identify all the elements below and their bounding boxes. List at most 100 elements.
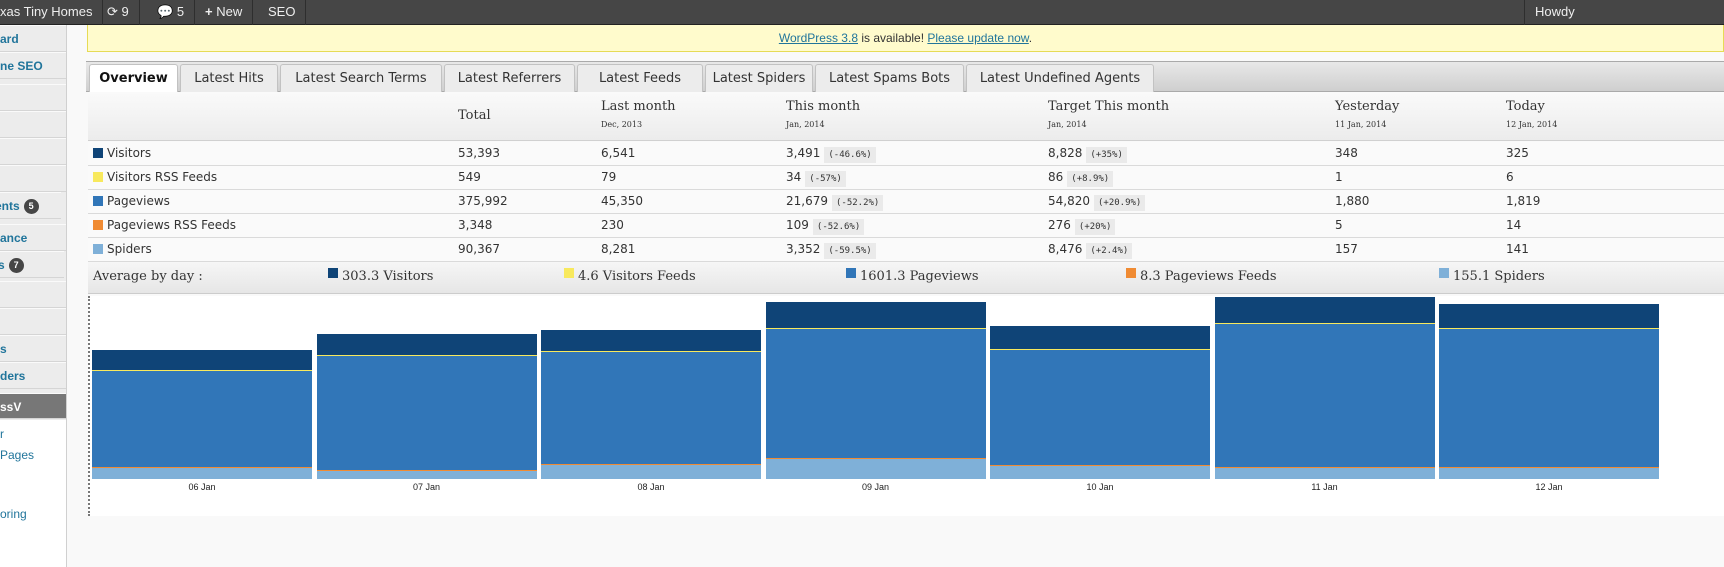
percent-badge: (+20.9%) [1094,195,1146,211]
sidebar-item[interactable] [0,165,66,192]
cell-total: 53,393 [458,142,500,165]
bar-visitors [1214,297,1435,324]
percent-badge: (-52.2%) [832,195,884,211]
tab-latest-referrers[interactable]: Latest Referrers [444,64,575,92]
cell-target: 276 (+20%) [1048,214,1116,237]
column-subtitle: 12 Jan, 2014 [1506,120,1558,129]
bar-pageviews-rss-feeds [765,458,986,459]
cell-value: 6,541 [601,146,636,160]
cell-value: 8,476 [1048,242,1083,256]
percent-badge: (+20%) [1074,219,1116,235]
tab-latest-search-terms[interactable]: Latest Search Terms [280,64,442,92]
comment-icon: 💬 [157,4,174,19]
submenu-item[interactable]: r [0,427,4,441]
cell-value: 109 [786,218,809,232]
legend-swatch [93,196,103,206]
sidebar-item[interactable]: ders [0,362,66,389]
sidebar-item[interactable] [0,308,66,335]
sidebar-item-active[interactable]: ssV [0,393,66,419]
cell-this: 3,491 (-46.6%) [786,142,876,165]
cell-value: 14 [1506,218,1522,232]
howdy-menu[interactable]: Howdy [1524,0,1585,25]
cell-value: 6 [1506,170,1514,184]
comments-button[interactable]: 💬 5 [147,0,196,25]
notice-text: is available! [858,31,928,45]
submenu-item[interactable]: oring [0,507,27,521]
cell-last: 230 [601,214,624,237]
cell-value: 549 [458,170,481,184]
row-name: Visitors RSS Feeds [107,170,218,184]
tab-latest-spams-bots[interactable]: Latest Spams Bots [815,64,964,92]
count-badge: 7 [8,258,24,274]
site-name-link[interactable]: xas Tiny Homes [0,0,104,25]
bar-visitors [92,350,312,371]
cell-today: 14 [1506,214,1521,237]
percent-badge: (-59.5%) [824,243,876,259]
tab-overview[interactable]: Overview [89,64,178,93]
sidebar-item[interactable]: ne SEO [0,52,66,79]
tab-latest-spiders[interactable]: Latest Spiders [705,64,813,92]
cell-value: 90,367 [458,242,500,256]
average-text: 4.6 Visitors Feeds [578,269,696,284]
column-subtitle: Jan, 2014 [786,120,825,129]
sidebar-item[interactable]: ard [0,25,66,52]
average-label: Average by day : [93,269,203,284]
cell-target: 86 (+8.9%) [1048,166,1114,189]
table-row: Pageviews 375,992 45,350 21,679 (-52.2%) 54,8… [88,190,1724,214]
cell-value: 348 [1335,146,1358,160]
row-name: Pageviews [107,194,170,208]
sidebar-item[interactable]: s7 [0,251,64,278]
tab-latest-feeds[interactable]: Latest Feeds [577,64,703,92]
sidebar-item[interactable] [0,84,66,111]
cell-value: 54,820 [1048,194,1090,208]
sidebar-item[interactable]: s [0,335,66,362]
sidebar-item[interactable] [0,138,66,165]
cell-value: 157 [1335,242,1358,256]
cell-value: 230 [601,218,624,232]
percent-badge: (-52.6%) [812,219,865,235]
sidebar-item-label: s [0,342,7,356]
sidebar-item[interactable]: ents5 [0,192,61,219]
row-label: Visitors RSS Feeds [93,166,217,189]
new-button[interactable]: + New [195,0,254,25]
cell-last: 6,541 [601,142,635,165]
average-text: 8.3 Pageviews Feeds [1140,269,1277,284]
bar-spiders [1214,467,1435,479]
cell-value: 375,992 [458,194,508,208]
cell-this: 21,679 (-52.2%) [786,190,884,213]
tab-latest-hits[interactable]: Latest Hits [180,64,278,92]
column-header: Last month Dec, 2013 [601,99,676,129]
cell-value: 3,491 [786,146,821,160]
tab-latest-undefined-agents[interactable]: Latest Undefined Agents [966,64,1154,92]
column-header: This month Jan, 2014 [786,99,860,129]
legend-swatch [846,268,856,278]
sidebar-item[interactable] [0,111,66,138]
comments-count: 5 [176,4,185,19]
bar-spiders [765,458,986,479]
admin-bar: xas Tiny Homes ⟳ 9 💬 5 + New SEO Howdy [0,0,1724,25]
wordpress-version-link[interactable]: WordPress 3.8 [778,31,858,45]
bar-spiders [541,464,761,479]
bar-spiders [92,466,312,479]
update-now-link[interactable]: Please update now [927,31,1029,45]
cell-value: 8,828 [1048,146,1083,160]
cell-value: 325 [1506,146,1529,160]
stacked-bar-chart: 06 Jan 07 Jan 08 Jan 09 Jan 10 Jan 11 Jan 12 J… [88,296,1724,516]
submenu-item[interactable]: Pages [0,448,35,462]
updates-button[interactable]: ⟳ 9 [97,0,140,25]
sidebar-item[interactable]: ance [0,224,66,251]
legend-swatch [93,172,103,182]
sidebar-item[interactable] [0,281,66,308]
cell-value: 276 [1048,218,1071,232]
cell-value: 86 [1048,170,1064,184]
legend-swatch [1439,268,1449,278]
seo-menu[interactable]: SEO [258,0,307,25]
sidebar-item-label: ance [0,231,28,245]
average-item: 1601.3 Pageviews [846,262,979,292]
column-header: Yesterday 11 Jan, 2014 [1335,99,1399,129]
bar-visitors [1439,303,1659,329]
row-label: Visitors [93,142,151,165]
cell-value: 1,819 [1506,194,1541,208]
cell-today: 325 [1506,142,1529,165]
